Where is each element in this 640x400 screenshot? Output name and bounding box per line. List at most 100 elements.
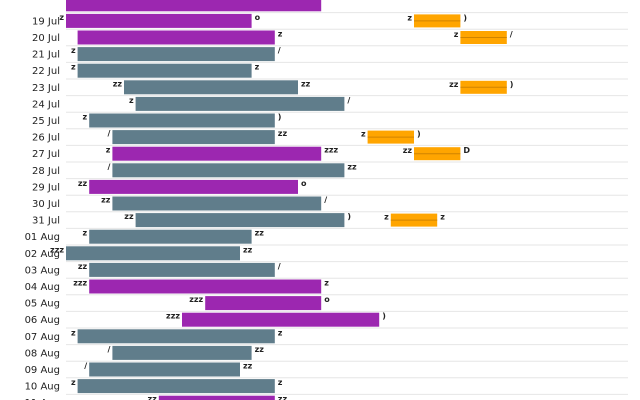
date-tick-label: 21 Jul [32,50,60,61]
long-sleep-bar [77,30,275,45]
long-sleep-bar [182,312,380,327]
end-mark: z [324,279,329,288]
start-mark: z [454,30,459,39]
long-sleep-bar [205,296,322,311]
date-tick-label: 09 Aug [25,365,60,376]
start-mark: zz [147,395,157,400]
start-mark: z [384,213,389,222]
date-tick-label: 28 Jul [32,166,60,177]
sleep-bar [77,63,252,78]
end-mark: z [278,328,283,337]
start-mark: z [129,96,134,105]
date-tick-label: 05 Aug [25,299,60,310]
end-mark: zz [243,245,253,254]
start-mark: zz [449,80,459,89]
date-tick-label: 08 Aug [25,348,60,359]
start-mark: z [71,46,76,55]
sleep-bar [112,130,275,145]
start-mark: / [107,129,110,138]
sleep-bar [89,362,240,377]
start-mark: z [407,13,412,22]
date-tick-label: 07 Aug [25,332,60,343]
sleep-bar [77,379,275,394]
date-tick-label: 10 Aug [25,382,60,393]
start-mark: z [361,130,366,139]
sleep-bar [112,196,322,211]
start-mark: zzz [50,245,64,254]
start-mark: / [84,362,87,371]
date-tick-label: 23 Jul [32,83,60,94]
start-mark: zz [78,262,88,271]
end-mark: zz [347,162,357,171]
sleep-bar [77,47,275,62]
start-mark: z [71,378,76,387]
end-mark: D [463,146,470,155]
long-sleep-bar [112,146,322,161]
end-mark: z [440,213,445,222]
end-mark: / [510,30,513,39]
end-mark: zz [243,362,253,371]
start-mark: / [107,345,110,354]
end-mark: zz [301,79,311,88]
start-mark: zzz [189,295,203,304]
start-mark: z [83,229,88,238]
start-mark: zz [113,79,123,88]
end-mark: o [301,179,307,188]
date-tick-label: 20 Jul [32,33,60,44]
date-tick-label: 03 Aug [25,265,60,276]
date-tick-label: 11 Aug [25,398,60,400]
end-mark: / [278,262,281,271]
end-mark: / [324,196,327,205]
date-tick-label: 02 Aug [25,249,60,260]
long-sleep-bar [66,0,322,12]
end-mark: zzz [324,146,338,155]
sleep-bar [112,345,252,360]
long-sleep-bar [89,179,298,194]
start-mark: zz [101,196,111,205]
date-tick-label: 22 Jul [32,66,60,77]
end-mark: / [347,96,350,105]
start-mark: z [59,13,64,22]
bars [66,0,507,400]
start-mark: zz [78,179,88,188]
date-tick-label: 27 Jul [32,149,60,160]
date-tick-label: 30 Jul [32,199,60,210]
sleep-bar [135,213,345,228]
sleep-bar [66,246,240,261]
sleep-bar [124,80,298,95]
end-mark: ) [463,13,467,22]
start-mark: zzz [73,279,87,288]
date-tick-label: 31 Jul [32,216,60,227]
end-mark: z [278,30,283,39]
start-mark: z [106,146,111,155]
date-tick-label: 25 Jul [32,116,60,127]
grid-lines [66,12,628,395]
end-mark: / [278,46,281,55]
date-tick-label: 04 Aug [25,282,60,293]
sleep-bar [112,163,345,178]
long-sleep-bar [66,13,252,28]
start-mark: / [107,162,110,171]
end-mark: o [255,13,261,22]
date-tick-label: 06 Aug [25,315,60,326]
start-mark: zz [124,212,134,221]
labels: 19 Jul z o z)20 Jul z z/21 Jul z/22 Jul z z23 Ju… [25,13,514,400]
start-mark: z [83,113,88,122]
start-mark: zzz [166,312,180,321]
end-mark: zz [255,345,265,354]
long-sleep-bar [158,395,275,400]
end-mark: zz [255,229,265,238]
sleep-bar [89,113,275,128]
date-tick-label: 01 Aug [25,232,60,243]
end-mark: o [324,295,330,304]
sleep-bar [135,96,345,111]
date-tick-label: 19 Jul [32,16,60,27]
sleep-bar [89,262,275,277]
start-mark: z [71,63,76,72]
end-mark: z [278,378,283,387]
sleep-bar [89,229,252,244]
date-tick-label: 24 Jul [32,99,60,110]
date-tick-label: 29 Jul [32,182,60,193]
date-tick-label: 26 Jul [32,133,60,144]
